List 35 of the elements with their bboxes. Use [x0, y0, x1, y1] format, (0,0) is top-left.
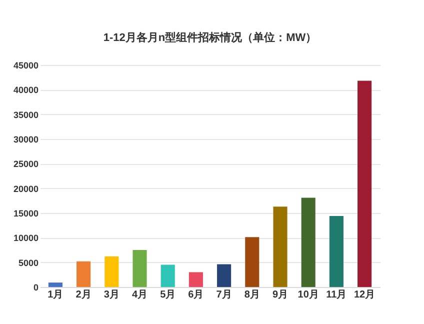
x-tick-label: 3月 — [104, 290, 120, 300]
y-tick-label: 45000 — [13, 60, 38, 70]
bar — [188, 272, 203, 287]
y-tick-label: 15000 — [13, 208, 38, 218]
x-tick-label: 1月 — [48, 290, 64, 300]
bar — [160, 264, 175, 287]
y-tick-label: 10000 — [13, 233, 38, 244]
x-tick-label: 8月 — [244, 290, 260, 300]
bar — [76, 261, 91, 287]
x-tick-label: 4月 — [132, 290, 148, 300]
y-tick-label: 20000 — [13, 184, 38, 194]
x-tick-label: 6月 — [188, 290, 204, 300]
y-tick-label: 0 — [33, 282, 38, 292]
x-tick-label: 7月 — [216, 290, 232, 300]
x-tick-label: 12月 — [354, 290, 376, 300]
x-tick-label: 10月 — [298, 290, 319, 300]
bar — [301, 198, 316, 287]
y-tick-label: 40000 — [13, 85, 38, 96]
y-tick-label: 30000 — [13, 134, 38, 144]
bar — [273, 206, 288, 287]
chart-title: 1-12月各月n型组件招标情况（单位：MW） — [103, 31, 317, 44]
y-tick-label: 35000 — [13, 110, 38, 120]
bar — [132, 250, 147, 287]
bar — [217, 264, 232, 287]
x-tick-label: 11月 — [326, 290, 347, 300]
y-tick-label: 25000 — [13, 159, 38, 170]
bar — [48, 282, 62, 287]
x-tick-label: 9月 — [272, 290, 288, 300]
x-tick-label: 5月 — [160, 290, 176, 300]
x-tick-label: 2月 — [76, 290, 92, 300]
bar — [104, 256, 119, 287]
bar — [358, 80, 372, 287]
bar — [245, 237, 260, 287]
y-tick-label: 5000 — [18, 258, 38, 268]
bar — [329, 216, 344, 287]
